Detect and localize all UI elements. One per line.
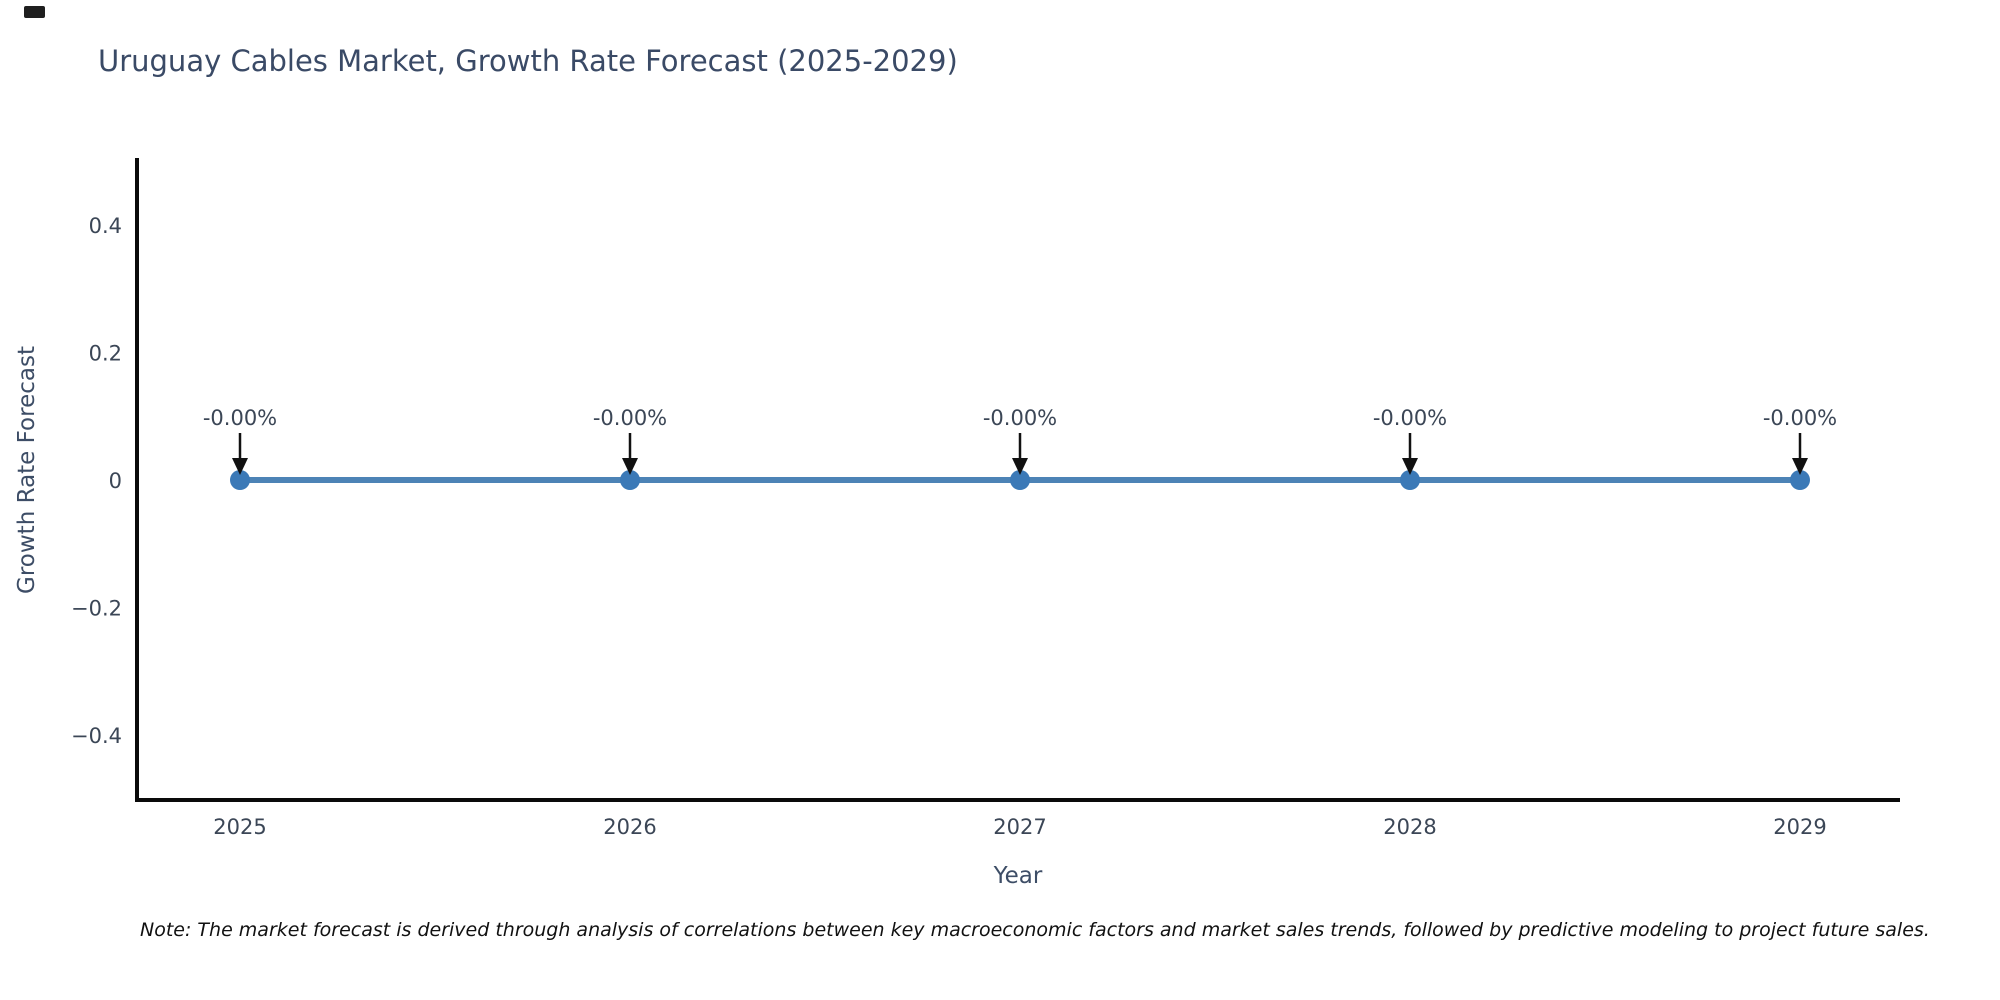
- data-point: [1400, 470, 1420, 490]
- footnote-text: Note: The market forecast is derived thr…: [140, 919, 1930, 941]
- x-tick-label: 2027: [993, 815, 1046, 839]
- annotation-arrow-head-icon: [232, 458, 248, 475]
- data-point: [1010, 470, 1030, 490]
- y-tick-label: 0: [109, 469, 122, 493]
- data-point-label: -0.00%: [1373, 406, 1447, 430]
- y-tick-label: 0.4: [89, 214, 122, 238]
- x-tick-label: 2026: [603, 815, 656, 839]
- y-tick-label: 0.2: [89, 341, 122, 365]
- annotation-arrow-head-icon: [622, 458, 638, 475]
- data-point-label: -0.00%: [983, 406, 1057, 430]
- x-axis-title: Year: [993, 863, 1043, 889]
- data-point-label: -0.00%: [593, 406, 667, 430]
- data-point: [230, 470, 250, 490]
- x-tick-label: 2025: [213, 815, 266, 839]
- data-point-label: -0.00%: [203, 406, 277, 430]
- annotation-arrow-head-icon: [1792, 458, 1808, 475]
- y-tick-label: −0.2: [71, 597, 122, 621]
- cropped-ui-fragment: [24, 6, 45, 18]
- data-point: [1790, 470, 1810, 490]
- x-tick-label: 2029: [1773, 815, 1826, 839]
- data-point: [620, 470, 640, 490]
- annotation-arrow-head-icon: [1012, 458, 1028, 475]
- data-point-label: -0.00%: [1763, 406, 1837, 430]
- annotation-arrow-head-icon: [1402, 458, 1418, 475]
- chart-title: Uruguay Cables Market, Growth Rate Forec…: [98, 44, 958, 78]
- x-tick-label: 2028: [1383, 815, 1436, 839]
- y-tick-label: −0.4: [71, 724, 122, 748]
